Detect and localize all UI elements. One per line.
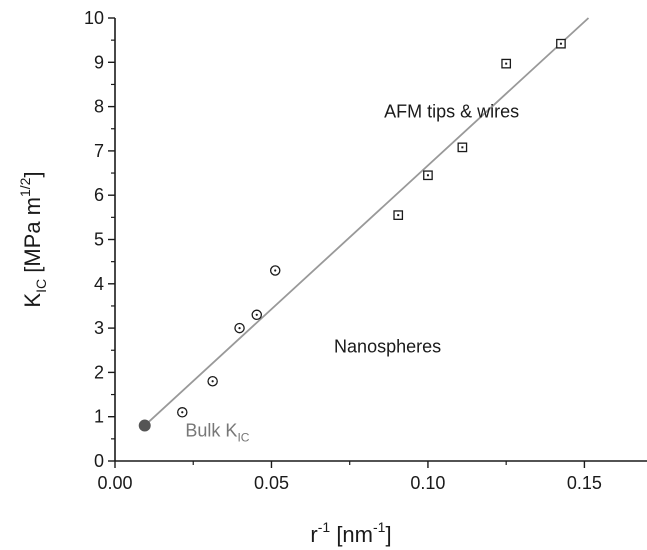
afm-point-center [505, 63, 507, 65]
afm-point-center [560, 43, 562, 45]
annotations: AFM tips & wires Nanospheres Bulk KIC [185, 102, 519, 445]
y-axis-title-close: ] [20, 171, 45, 177]
axis-titles: r-1 [nm-1]KIC [MPa m1/2] [17, 171, 392, 547]
x-axis-title-unit: [nm [330, 522, 373, 547]
x-tick-label: 0.15 [567, 473, 602, 493]
plot-frame [115, 18, 647, 461]
y-axis-title-sub: IC [33, 279, 49, 293]
bulk-kic-sub: IC [237, 431, 249, 445]
y-axis-title-unit-sup: 1/2 [17, 177, 33, 197]
afm-point-center [397, 214, 399, 216]
x-tick-label: 0.10 [410, 473, 445, 493]
x-axis-title-unit-sup: -1 [373, 519, 386, 535]
bulk-kic-point [139, 420, 151, 432]
y-tick-label: 8 [94, 97, 104, 117]
y-tick-label: 2 [94, 362, 104, 382]
y-tick-label: 6 [94, 185, 104, 205]
y-tick-label: 10 [84, 8, 104, 28]
nanospheres-annotation: Nanospheres [334, 336, 441, 356]
y-tick-label: 9 [94, 52, 104, 72]
y-axis-title-base: K [20, 293, 45, 308]
fit-line-layer [145, 18, 589, 426]
nanosphere-point-center [274, 269, 276, 271]
x-axis-title: r-1 [nm-1] [310, 519, 391, 547]
y-tick-label: 4 [94, 274, 104, 294]
nanosphere-point-center [238, 327, 240, 329]
afm-point-center [427, 174, 429, 176]
nanosphere-point-center [181, 411, 183, 413]
y-axis-title-unit: [MPa m [20, 197, 45, 279]
y-tick-label: 3 [94, 318, 104, 338]
bulk-kic-base: Bulk K [185, 421, 237, 441]
x-axis-title-close: ] [385, 522, 391, 547]
afm-annotation: AFM tips & wires [384, 102, 519, 122]
y-tick-label: 7 [94, 141, 104, 161]
x-tick-label: 0.00 [97, 473, 132, 493]
x-axis-title-sup: -1 [318, 519, 331, 535]
fit-line [145, 18, 589, 426]
axis-ticks: 0 1 2 3 4 5 6 7 8 9 10 0.00 0.05 0.10 0.15 [84, 8, 602, 493]
bulk-kic-annotation: Bulk KIC [185, 421, 249, 445]
nanosphere-point-center [256, 314, 258, 316]
y-tick-label: 0 [94, 451, 104, 471]
x-tick-label: 0.05 [254, 473, 289, 493]
y-axis-title: KIC [MPa m1/2] [17, 171, 49, 307]
nanosphere-point-center [212, 380, 214, 382]
x-axis-title-base: r [310, 522, 317, 547]
y-tick-label: 5 [94, 230, 104, 250]
y-tick-label: 1 [94, 407, 104, 427]
afm-point-center [461, 146, 463, 148]
